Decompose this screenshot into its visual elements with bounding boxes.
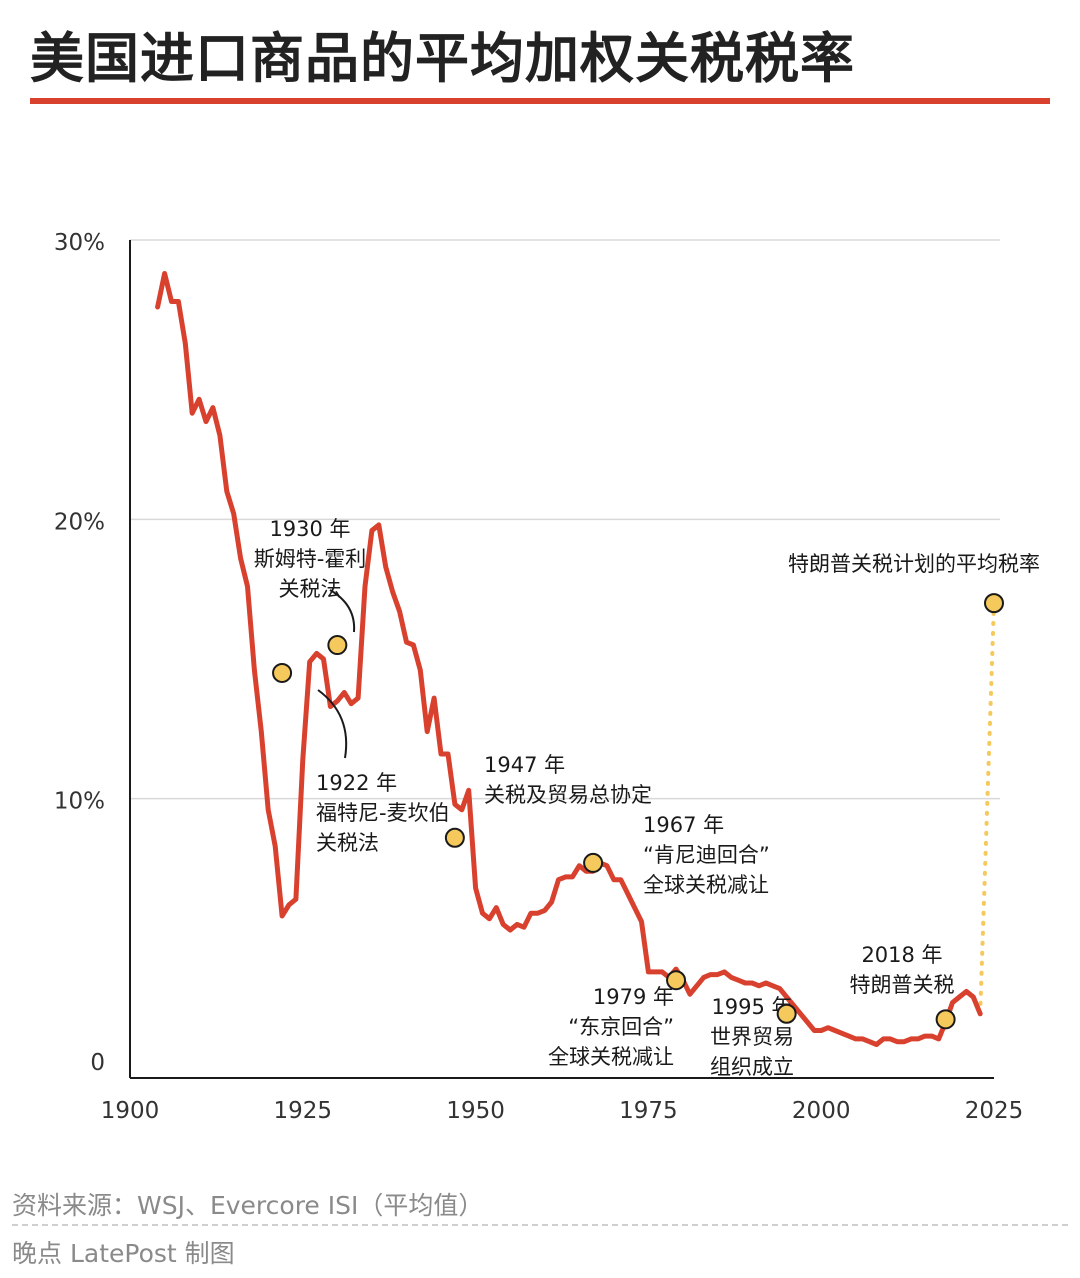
annotation-label-1930: 1930 年斯姆特-霍利关税法 xyxy=(254,517,367,601)
event-marker-1967 xyxy=(583,852,604,873)
annotation-label-1922: 1922 年福特尼-麦坎伯关税法 xyxy=(316,771,450,855)
event-marker-1979 xyxy=(666,970,687,991)
event-marker-1947 xyxy=(444,827,465,848)
series-line xyxy=(155,271,983,1047)
x-tick-label: 1925 xyxy=(274,1098,333,1124)
y-tick-label: 20% xyxy=(54,509,105,535)
x-tick-label: 1900 xyxy=(101,1098,160,1124)
projection-label: 特朗普关税计划的平均税率 xyxy=(788,552,1040,576)
projection-marker xyxy=(984,593,1004,614)
annotation-label-2018: 2018 年特朗普关税 xyxy=(850,943,955,997)
annotation-label-1947: 1947 年关税及贸易总协定 xyxy=(484,753,652,807)
annotation-leader xyxy=(329,589,356,633)
annotation-label-1995: 1995 年世界贸易组织成立 xyxy=(710,995,794,1079)
x-tick-label: 1975 xyxy=(619,1098,678,1124)
y-tick-label: 0 xyxy=(90,1050,105,1076)
event-marker-1995 xyxy=(776,1003,797,1024)
x-tick-label: 2000 xyxy=(792,1098,851,1124)
annotation-label-1967: 1967 年“肯尼迪回合”全球关税减让 xyxy=(643,813,770,897)
title-underline xyxy=(30,98,1050,104)
projection-line xyxy=(978,601,996,1016)
x-tick-label: 2025 xyxy=(965,1098,1024,1124)
credit-note: 晚点 LatePost 制图 xyxy=(12,1239,235,1268)
annotation-label-1979: 1979 年“东京回合”全球关税减让 xyxy=(548,985,674,1069)
y-tick-label: 30% xyxy=(54,230,105,256)
event-marker-1922 xyxy=(272,662,293,683)
chart-title: 美国进口商品的平均加权关税税率 xyxy=(30,27,855,90)
y-tick-label: 10% xyxy=(54,789,105,815)
event-marker-1930 xyxy=(327,635,348,656)
source-note: 资料来源：WSJ、Evercore ISI（平均值） xyxy=(12,1191,484,1220)
footer-divider xyxy=(12,1224,1068,1226)
annotation-leader xyxy=(317,689,348,759)
event-marker-2018 xyxy=(935,1009,956,1030)
x-tick-label: 1950 xyxy=(446,1098,505,1124)
